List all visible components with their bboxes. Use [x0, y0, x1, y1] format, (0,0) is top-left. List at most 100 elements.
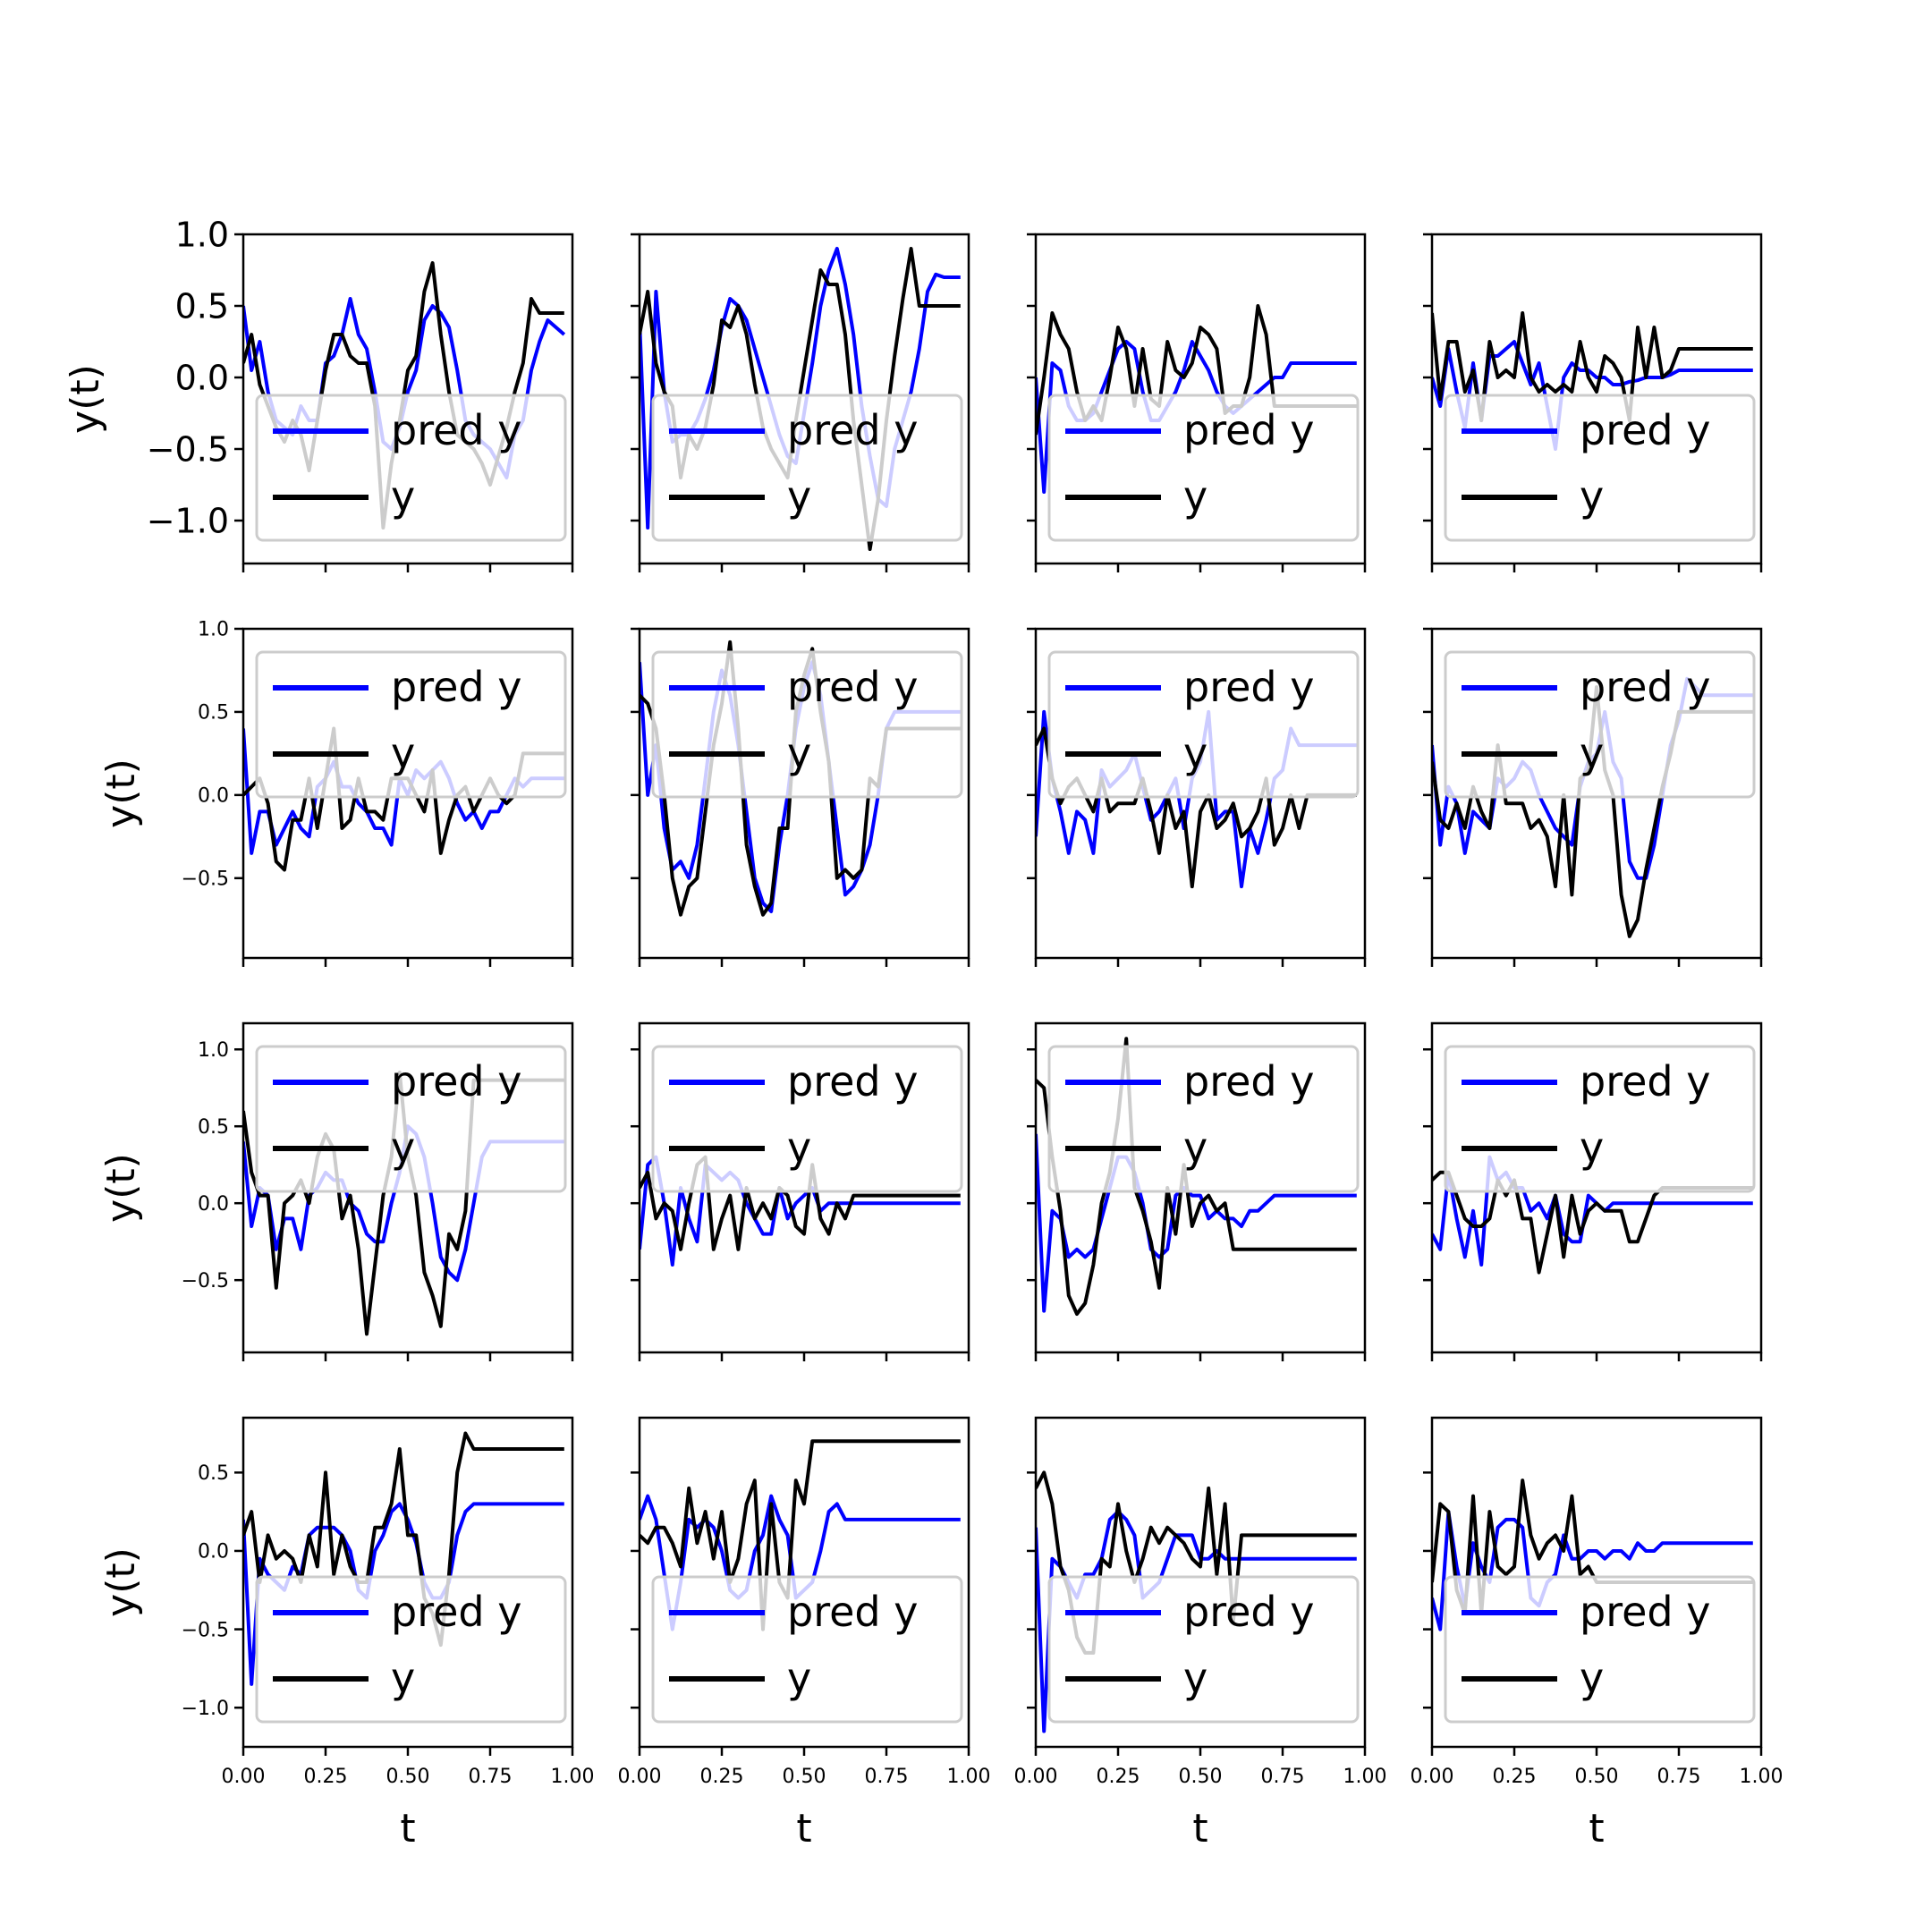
x-tick-label: 0.00	[618, 1766, 662, 1788]
legend: pred y y	[1047, 1045, 1360, 1193]
x-tick-label: 0.00	[1014, 1766, 1058, 1788]
axes-frame	[1034, 1416, 1367, 1749]
series-line-y	[640, 1439, 961, 1631]
y-tick-label: 1.0	[198, 619, 229, 641]
legend: pred y y	[255, 650, 567, 799]
x-tick-label: 0.75	[1657, 1766, 1701, 1788]
y-tick-label: 0.0	[175, 358, 229, 397]
y-tick-label: 0.0	[198, 1541, 229, 1563]
y-tick-label: −0.5	[182, 868, 229, 890]
axes-frame	[638, 1416, 970, 1749]
legend-label: pred y	[787, 663, 918, 711]
series-line-pred-y	[1036, 1133, 1357, 1313]
panel-r1c1: −1.0 −0.5 0.0 0.5 1.0 pred y y y(t)	[63, 215, 574, 572]
plot-area	[1432, 311, 1753, 451]
legend-label: y	[391, 472, 415, 521]
legend-label: y	[1580, 472, 1604, 521]
panel-r3c1: −0.5 0.0 0.5 1.0 pred y y y(t)	[98, 1021, 574, 1361]
legend: pred y y	[1047, 394, 1360, 542]
panel-r3c4: pred y y	[1423, 1021, 1763, 1361]
axes-frame	[1430, 1021, 1763, 1354]
panel-r2c4: pred y y	[1423, 627, 1763, 967]
axes-frame	[242, 1021, 574, 1354]
axes-frame	[242, 627, 574, 960]
x-tick-label: 0.75	[469, 1766, 513, 1788]
y-axis-label: y(t)	[63, 364, 108, 434]
legend: pred y y	[651, 650, 963, 799]
legend-label: pred y	[391, 663, 521, 711]
series-line-y	[1036, 1037, 1357, 1316]
series-line-pred-y	[1432, 1155, 1753, 1267]
legend-label: pred y	[1580, 1057, 1710, 1106]
legend-label: y	[787, 472, 811, 521]
x-tick-label: 0.25	[1493, 1766, 1537, 1788]
panel-r1c3: pred y y	[1027, 233, 1367, 572]
x-axis-label: t	[1192, 1806, 1208, 1852]
axes-frame	[1034, 233, 1367, 565]
legend: pred y y	[255, 1575, 567, 1724]
legend-label: pred y	[391, 1057, 521, 1106]
x-tick-label: 0.25	[700, 1766, 744, 1788]
legend-label: pred y	[1580, 406, 1710, 454]
axes-frame	[638, 233, 970, 565]
y-tick-label: 0.0	[198, 785, 229, 808]
panel-r4c2: 0.00 0.25 0.50 0.75 1.00 pred y y t	[618, 1416, 990, 1852]
x-tick-label: 0.50	[1179, 1766, 1223, 1788]
legend: pred y y	[1444, 394, 1756, 542]
panel-r1c4: pred y y	[1423, 233, 1763, 572]
x-tick-label: 0.00	[222, 1766, 266, 1788]
panel-r3c3: pred y y	[1027, 1021, 1367, 1361]
panel-r3c2: pred y y	[631, 1021, 970, 1361]
y-axis-label: y(t)	[98, 1547, 144, 1617]
legend-label: y	[1580, 1123, 1604, 1172]
legend-label: pred y	[787, 1057, 918, 1106]
axes-frame	[1034, 1021, 1367, 1354]
legend-label: pred y	[787, 406, 918, 454]
legend-label: y	[1183, 729, 1208, 777]
legend-label: y	[391, 729, 415, 777]
axes-frame	[242, 233, 574, 565]
series-line-y	[1036, 726, 1357, 889]
legend: pred y y	[1047, 650, 1360, 799]
y-tick-label: −0.5	[182, 1270, 229, 1292]
x-tick-label: 1.00	[1740, 1766, 1784, 1788]
y-tick-label: 0.0	[198, 1193, 229, 1216]
legend-label: pred y	[1580, 663, 1710, 711]
legend-label: y	[1183, 1123, 1208, 1172]
panel-r2c3: pred y y	[1027, 627, 1367, 967]
axes-frame	[638, 627, 970, 960]
x-axis-label: t	[796, 1806, 811, 1852]
x-axis-label: t	[400, 1806, 415, 1852]
y-axis-label: y(t)	[98, 1153, 144, 1223]
legend-label: y	[1183, 472, 1208, 521]
legend-label: y	[1580, 1654, 1604, 1702]
legend-label: y	[1183, 1654, 1208, 1702]
plot-area	[1036, 1037, 1357, 1316]
panel-r2c1: −0.5 0.0 0.5 1.0 pred y y y(t)	[98, 619, 574, 967]
series-line-pred-y	[640, 1155, 961, 1267]
y-tick-label: 1.0	[175, 215, 229, 254]
legend: pred y y	[1444, 1575, 1756, 1724]
series-line-pred-y	[1036, 1510, 1357, 1733]
legend: pred y y	[651, 394, 963, 542]
axes-frame	[242, 1416, 574, 1749]
legend-label: y	[1580, 729, 1604, 777]
axes-frame	[1430, 233, 1763, 565]
legend-label: pred y	[391, 406, 521, 454]
y-tick-label: 0.5	[175, 286, 229, 326]
axes-frame	[638, 1021, 970, 1354]
y-tick-label: −0.5	[182, 1619, 229, 1641]
legend-label: pred y	[787, 1588, 918, 1636]
panel-r4c4: 0.00 0.25 0.50 0.75 1.00 pred y y t	[1411, 1416, 1784, 1852]
axes-frame	[1430, 1416, 1763, 1749]
y-tick-label: 0.5	[198, 702, 229, 724]
x-tick-label: 0.75	[1261, 1766, 1305, 1788]
legend-label: y	[787, 1654, 811, 1702]
legend-label: pred y	[1183, 406, 1314, 454]
plot-area	[243, 1431, 564, 1686]
y-axis-label: y(t)	[98, 758, 144, 828]
legend-label: pred y	[1183, 663, 1314, 711]
legend-label: pred y	[1183, 1588, 1314, 1636]
legend-label: y	[787, 1123, 811, 1172]
